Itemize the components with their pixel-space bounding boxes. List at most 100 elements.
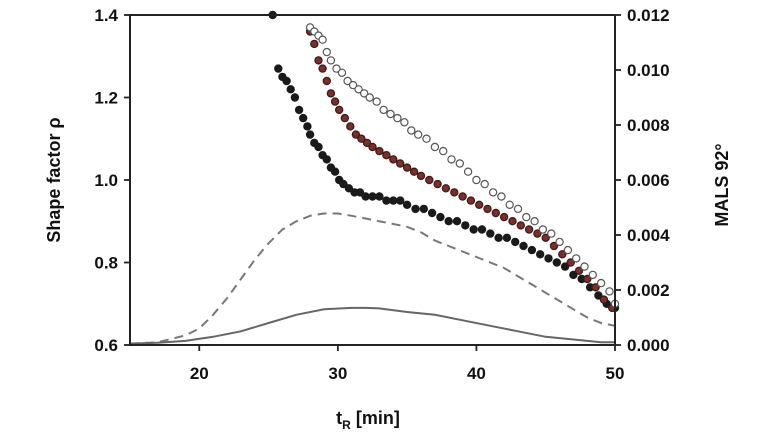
series-2-point — [430, 142, 440, 152]
series-0-point — [355, 188, 365, 197]
series-1-point — [357, 134, 366, 143]
series-1-point — [508, 216, 517, 226]
series-3-line — [129, 212, 616, 345]
series-0-point — [552, 258, 562, 267]
series-1-point — [396, 159, 405, 168]
x-axis-title-main: t — [336, 408, 342, 428]
series-1-point — [591, 283, 600, 292]
series-2-point — [318, 35, 327, 44]
series-1-point — [549, 241, 559, 251]
series-2-point — [332, 64, 341, 73]
series-0-point — [494, 233, 503, 242]
series-1-point — [326, 89, 336, 98]
series-4-line — [129, 306, 615, 345]
series-0-point — [402, 200, 412, 209]
series-0-point — [560, 262, 570, 271]
series-2-point — [605, 287, 614, 296]
x-tick-label: 20 — [190, 364, 209, 383]
y-axis-title: Shape factor ρ — [44, 117, 64, 242]
series-1-point — [318, 64, 327, 73]
series-1-point — [416, 171, 426, 181]
y2-axis-title: MALS 92° — [712, 143, 732, 226]
series-0-point — [511, 237, 520, 247]
series-0-point — [389, 196, 398, 205]
plot-area — [129, 10, 620, 345]
series-1-point — [375, 146, 384, 156]
series-0-point — [419, 204, 428, 214]
series-1-point — [566, 258, 575, 267]
series-2-point — [547, 229, 556, 238]
series-0-point — [344, 184, 354, 193]
series-0-point — [305, 130, 315, 139]
series-1-point — [524, 225, 534, 234]
series-1-point — [491, 208, 500, 218]
x-tick-label: 30 — [328, 364, 347, 383]
series-2-point — [580, 262, 589, 271]
series-1-point — [314, 56, 323, 65]
series-2-point — [372, 97, 381, 106]
series-2-point — [365, 93, 374, 102]
series-0-point — [382, 196, 391, 205]
y2-tick-label: 0.008 — [627, 116, 670, 135]
y2-tick-label: 0.000 — [627, 336, 670, 355]
series-1-point — [458, 192, 467, 201]
series-2-point — [497, 192, 506, 201]
series-0-point — [274, 64, 283, 73]
series-0-point — [427, 208, 437, 218]
y-tick-label: 0.8 — [94, 254, 118, 273]
series-0-point — [339, 179, 348, 189]
series-2-point — [414, 130, 423, 139]
series-1-point — [409, 167, 419, 176]
series-1-point — [499, 212, 509, 222]
series-2-point — [505, 200, 514, 209]
series-0-point — [361, 192, 370, 201]
series-1-point — [475, 200, 484, 209]
series-0-point — [314, 142, 323, 152]
series-0-point — [436, 212, 445, 222]
series-2-point — [530, 216, 539, 226]
series-2-point — [348, 80, 358, 90]
series-1-point — [574, 266, 584, 275]
series-1-point — [351, 130, 361, 139]
series-2-point — [379, 105, 388, 115]
y-tick-label: 1.4 — [94, 6, 118, 25]
series-1-point — [389, 155, 398, 164]
series-1-point — [330, 97, 340, 106]
series-2-point — [393, 113, 402, 123]
series-2-point — [596, 278, 606, 288]
series-2-point — [422, 134, 431, 143]
series-0-point — [444, 216, 453, 226]
x-axis-title: tR [min] — [336, 408, 400, 432]
series-0-point — [299, 113, 308, 123]
series-2-point — [472, 175, 481, 185]
series-0-point — [322, 155, 331, 164]
series-2-point — [337, 68, 347, 78]
series-0-point — [294, 105, 304, 115]
y-tick-label: 1.2 — [94, 89, 118, 108]
series-0-point — [282, 76, 291, 86]
series-2-point — [522, 212, 531, 222]
series-2-point — [488, 188, 498, 197]
series-2-point — [354, 85, 363, 94]
series-1-point — [368, 142, 377, 152]
series-0-point — [544, 254, 553, 263]
series-2-point — [447, 155, 456, 164]
series-1-point — [599, 295, 609, 304]
series-1-point — [310, 39, 319, 49]
y2-tick-label: 0.010 — [627, 61, 670, 80]
series-2-point — [439, 146, 448, 156]
series-1-point — [322, 76, 331, 86]
series-1-point — [533, 229, 542, 238]
series-0-point — [486, 229, 495, 238]
series-1-point — [541, 233, 550, 242]
series-0-point — [368, 192, 377, 201]
series-0-point — [536, 250, 545, 259]
series-2-point — [480, 179, 489, 189]
series-2-point — [563, 245, 573, 255]
series-0-point — [396, 196, 405, 205]
series-0-point — [375, 192, 384, 201]
series-2-point — [343, 76, 352, 86]
series-0-point — [594, 291, 603, 300]
series-1-point — [441, 184, 451, 193]
